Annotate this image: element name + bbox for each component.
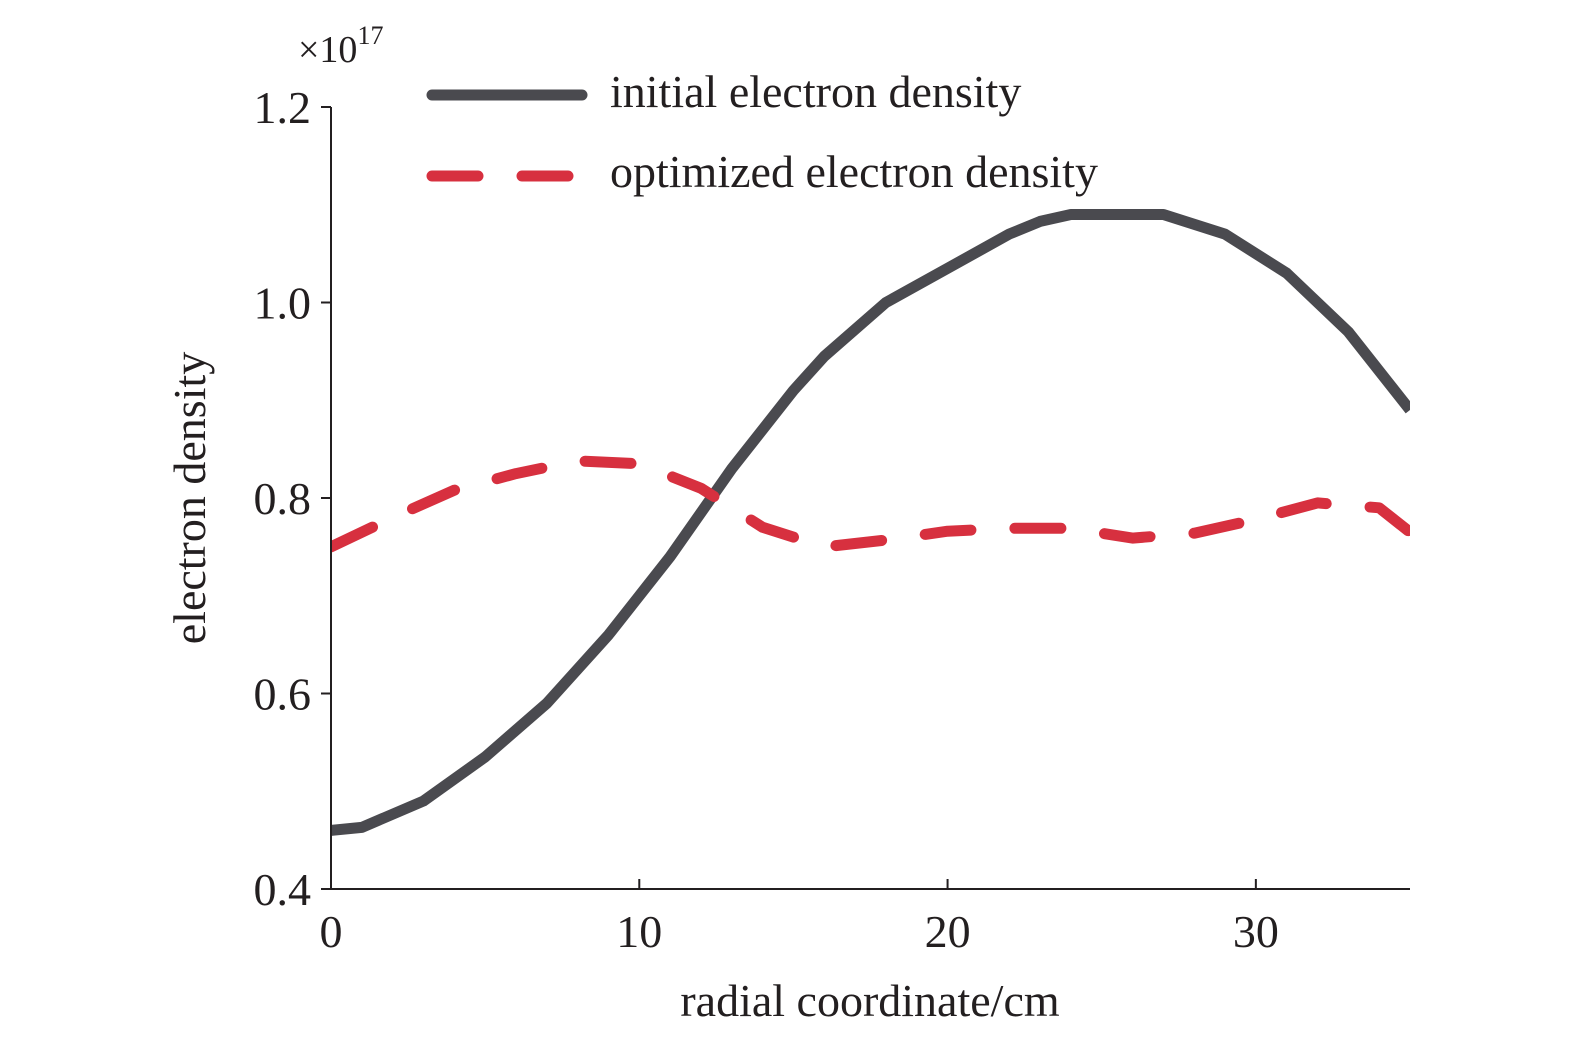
- y-axis-label: electron density: [164, 352, 215, 645]
- y-tick-label: 1.2: [254, 82, 312, 133]
- x-axis-label: radial coordinate/cm: [680, 975, 1060, 1026]
- series-layer: [331, 209, 1410, 836]
- y-tick-label: 0.4: [254, 864, 312, 915]
- series-line-initial: [331, 209, 1410, 836]
- y-axis-multiplier: ×1017: [298, 21, 383, 71]
- x-tick-label: 30: [1233, 906, 1279, 957]
- y-tick-label: 0.8: [254, 473, 312, 524]
- x-tick-label: 20: [925, 906, 971, 957]
- legend: initial electron density optimized elect…: [426, 66, 1098, 197]
- series-line-optimized: [331, 455, 1410, 553]
- ticks: 0.4 0.6 0.8 1.0 1.2 0 10 20 30: [254, 82, 1279, 957]
- legend-label-optimized: optimized electron density: [610, 146, 1098, 197]
- y-axis-multiplier-base: ×10: [298, 29, 357, 71]
- x-tick-label: 10: [616, 906, 662, 957]
- legend-label-initial: initial electron density: [610, 66, 1021, 117]
- y-axis-multiplier-exponent: 17: [357, 21, 383, 50]
- y-tick-label: 1.0: [254, 278, 312, 329]
- axes: [330, 107, 1410, 890]
- y-tick-label: 0.6: [254, 669, 312, 720]
- x-tick-label: 0: [320, 906, 343, 957]
